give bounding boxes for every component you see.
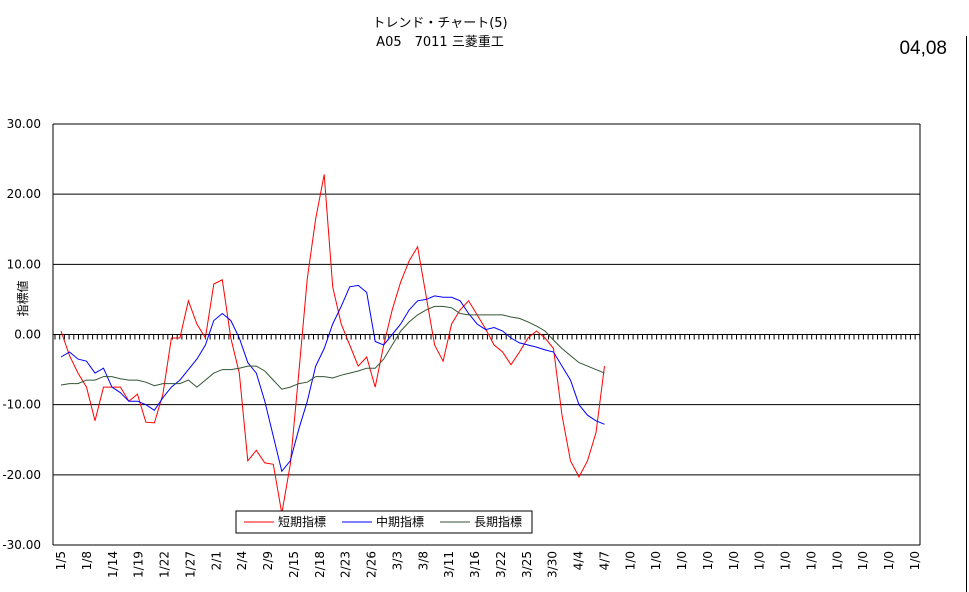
legend-label-short: 短期指標 [278, 514, 326, 529]
chart-subtitle: A05 7011 三菱重工 [376, 35, 504, 50]
y-tick-label: 10.00 [7, 257, 41, 271]
x-tick-label: 2/18 [313, 551, 327, 578]
chart-title-block: トレンド・チャート(5) A05 7011 三菱重工 [330, 14, 550, 52]
x-tick-label: 3/8 [416, 551, 430, 570]
x-tick-label: 2/9 [261, 551, 275, 570]
x-tick-label: 1/0 [908, 551, 922, 570]
x-tick-label: 2/4 [235, 551, 249, 570]
x-tick-label: 2/1 [209, 551, 223, 570]
y-tick-label: 20.00 [7, 187, 41, 201]
y-tick-label: -10.00 [2, 398, 41, 412]
y-tick-label: -30.00 [2, 538, 41, 552]
x-tick-label: 2/15 [287, 551, 301, 578]
x-tick-label: 1/27 [183, 551, 197, 578]
x-tick-label: 1/8 [80, 551, 94, 570]
x-tick-label: 4/7 [597, 551, 611, 570]
y-tick-label: -20.00 [2, 468, 41, 482]
x-tick-label: 3/22 [494, 551, 508, 578]
series-line-long [60, 305, 605, 390]
y-axis-label: 指標値 [15, 280, 30, 316]
x-tick-label: 1/0 [856, 551, 870, 570]
legend-box [235, 510, 533, 534]
legend-label-mid: 中期指標 [376, 514, 424, 529]
x-tick-label: 2/23 [339, 551, 353, 578]
x-tick-label: 3/11 [442, 551, 456, 578]
x-tick-label: 3/16 [468, 551, 482, 578]
right-border-line [966, 36, 967, 592]
x-tick-label: 3/25 [520, 551, 534, 578]
x-tick-label: 1/0 [675, 551, 689, 570]
x-tick-label: 1/0 [701, 551, 715, 570]
series-line-mid [60, 284, 605, 473]
x-tick-label: 1/0 [623, 551, 637, 570]
y-tick-label: 30.00 [7, 117, 41, 131]
chart-title: トレンド・チャート(5) [372, 16, 508, 31]
date-label: 04,08 [899, 38, 947, 59]
x-tick-label: 3/30 [546, 551, 560, 578]
x-tick-label: 2/26 [365, 551, 379, 578]
x-tick-label: 4/4 [572, 551, 586, 570]
legend-label-long: 長期指標 [474, 514, 522, 529]
x-tick-label: 1/5 [54, 551, 68, 570]
x-tick-label: 1/19 [132, 551, 146, 578]
x-tick-label: 1/0 [882, 551, 896, 570]
series-line-short [60, 174, 605, 514]
x-tick-label: 1/14 [106, 551, 120, 578]
y-tick-label: 0.00 [14, 328, 41, 342]
x-tick-label: 1/0 [779, 551, 793, 570]
x-tick-label: 1/22 [158, 551, 172, 578]
x-tick-label: 1/0 [804, 551, 818, 570]
x-tick-label: 1/0 [830, 551, 844, 570]
x-tick-label: 3/3 [390, 551, 404, 570]
x-tick-label: 1/0 [649, 551, 663, 570]
x-tick-label: 1/0 [727, 551, 741, 570]
x-tick-label: 1/0 [753, 551, 767, 570]
